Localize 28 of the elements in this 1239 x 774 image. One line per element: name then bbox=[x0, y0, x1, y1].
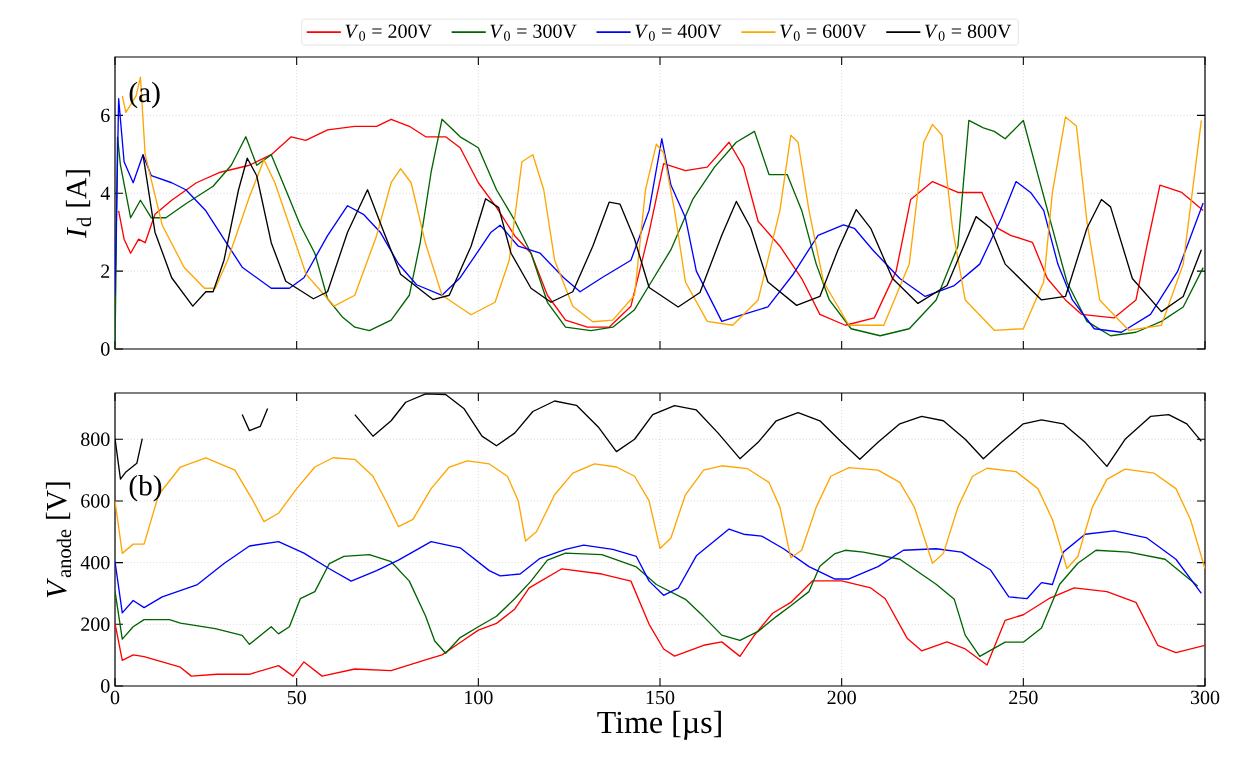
annotation: (b) bbox=[129, 474, 162, 502]
y-axis-title: I$_{d}$ [A] bbox=[65, 170, 92, 239]
y-tick-label: 0 bbox=[101, 679, 110, 693]
y-tick-label: 200 bbox=[81, 617, 110, 632]
x-tick-label: 100 bbox=[465, 690, 493, 705]
line-series bbox=[115, 528, 1203, 614]
y-tick-label: 4 bbox=[100, 186, 110, 200]
y-tick-label: 600 bbox=[81, 494, 110, 508]
x-tick-label: 250 bbox=[1009, 690, 1038, 705]
y-tick-label: 6 bbox=[101, 108, 110, 123]
y-tick-label: 800 bbox=[81, 432, 110, 446]
legend-label: V$_{0}$ = 200V bbox=[345, 24, 432, 41]
legend-label: V$_{0}$ = 600V bbox=[780, 24, 867, 41]
x-tick-label: 150 bbox=[646, 690, 675, 705]
x-tick-label: 300 bbox=[1190, 690, 1220, 705]
line-series bbox=[115, 549, 1199, 658]
y-axis-title: V$_{anode}$ [V] bbox=[45, 482, 72, 598]
x-tick-label: 200 bbox=[827, 690, 856, 705]
x-axis-title: Time [µs] bbox=[597, 710, 721, 740]
x-tick-label: 50 bbox=[287, 690, 306, 705]
legend-label: V$_{0}$ = 400V bbox=[635, 24, 722, 41]
legend-label: V$_{0}$ = 800V bbox=[925, 24, 1012, 41]
line-series bbox=[142, 154, 1203, 313]
legend-label: V$_{0}$ = 300V bbox=[490, 24, 577, 41]
y-tick-label: 400 bbox=[80, 555, 110, 570]
line-series bbox=[115, 457, 1205, 570]
y-tick-label: 0 bbox=[101, 342, 110, 356]
y-tick-label: 2 bbox=[101, 264, 110, 278]
